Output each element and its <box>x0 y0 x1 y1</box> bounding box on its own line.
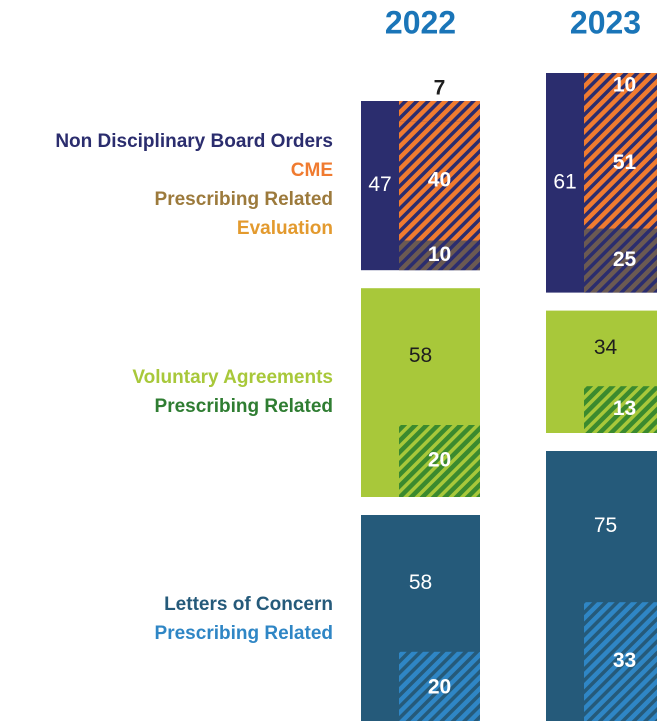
total-label: 58 <box>409 571 432 594</box>
total-label: 61 <box>553 170 576 193</box>
segment-label: 7 <box>434 77 446 100</box>
segment-label: 20 <box>428 449 451 472</box>
legend-line: Letters of Concern <box>164 594 333 615</box>
legend-line: Prescribing Related <box>155 396 333 417</box>
hatched-segment <box>399 101 480 122</box>
legend-line: Prescribing Related <box>155 623 333 644</box>
hatched-segment <box>399 121 480 241</box>
hatched-segment <box>399 240 480 271</box>
hatched-segment <box>584 73 657 99</box>
segment-label: 33 <box>613 649 636 672</box>
legend-line: CME <box>291 160 333 181</box>
legend-line: Voluntary Agreements <box>132 367 333 388</box>
legend-line: Non Disciplinary Board Orders <box>55 131 333 152</box>
hatched-segment <box>584 228 657 293</box>
segment-label: 20 <box>428 675 451 698</box>
hatched-segment <box>584 602 657 721</box>
hatched-segment <box>584 98 657 229</box>
segment-label: 13 <box>613 397 636 420</box>
total-label: 34 <box>594 336 618 359</box>
total-label: 75 <box>594 514 617 537</box>
total-label: 47 <box>368 173 391 196</box>
year-title: 2022 <box>385 4 456 40</box>
hatched-segment <box>584 386 657 433</box>
year-title: 2023 <box>570 4 641 40</box>
segment-label: 10 <box>428 243 451 266</box>
legend-line: Evaluation <box>237 218 333 239</box>
hatched-segment <box>399 425 480 497</box>
segment-label: 25 <box>613 248 637 271</box>
hatched-segment <box>399 651 480 721</box>
total-label: 58 <box>409 344 432 367</box>
legend-line: Prescribing Related <box>155 189 333 210</box>
segment-label: 51 <box>613 151 637 174</box>
segment-label: 40 <box>428 169 451 192</box>
segment-label: 10 <box>613 73 636 96</box>
